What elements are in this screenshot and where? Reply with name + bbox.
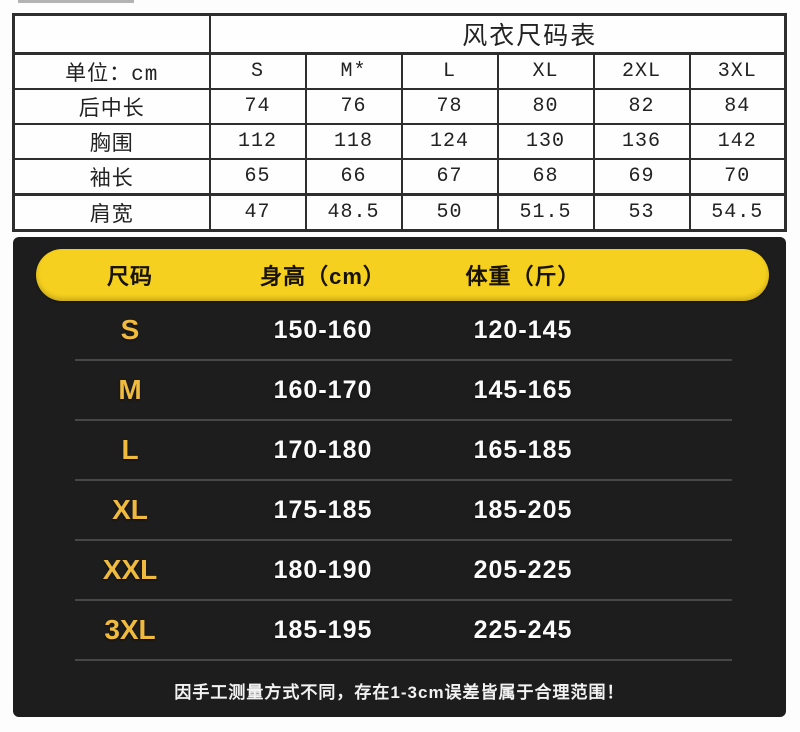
measurement-row: 肩宽 47 48.5 50 51.5 53 54.5 bbox=[12, 193, 787, 232]
height-range: 170-180 bbox=[273, 435, 373, 464]
measurement-value: 82 bbox=[592, 88, 691, 125]
size-column-header: S bbox=[208, 52, 307, 90]
table-title: 风衣尺码表 bbox=[208, 13, 787, 55]
height-range: 175-185 bbox=[273, 495, 373, 524]
header-size-label: 尺码 bbox=[106, 264, 153, 289]
size-column-header: 3XL bbox=[688, 52, 787, 90]
size-row-3xl: 3XL 185-195 225-245 bbox=[13, 601, 786, 659]
measurement-label: 肩宽 bbox=[12, 193, 211, 232]
measurement-value: 76 bbox=[304, 88, 403, 125]
weight-range: 205-225 bbox=[473, 555, 573, 584]
measurement-note: 因手工测量方式不同，存在1-3cm误差皆属于合理范围！ bbox=[174, 682, 625, 702]
size-rows: S 150-160 120-145 M 160-170 145-165 L 170-180 16… bbox=[13, 301, 786, 661]
measurement-value: 47 bbox=[208, 193, 307, 232]
header-height-label: 身高（cm） bbox=[260, 264, 386, 289]
weight-range: 185-205 bbox=[473, 495, 573, 524]
measurement-value: 124 bbox=[400, 123, 499, 160]
height-weight-panel: 尺码 身高（cm） 体重（斤） S 150-160 120-145 M 160-170 1… bbox=[13, 237, 786, 717]
size-row-m: M 160-170 145-165 bbox=[13, 361, 786, 419]
panel-header-row: 尺码 身高（cm） 体重（斤） bbox=[13, 249, 786, 301]
size-column-header: L bbox=[400, 52, 499, 90]
size-label: L bbox=[121, 434, 139, 465]
size-label: M bbox=[118, 374, 142, 405]
row-separator bbox=[75, 659, 732, 661]
size-row-l: L 170-180 165-185 bbox=[13, 421, 786, 479]
measurement-value: 70 bbox=[688, 158, 787, 196]
height-range: 150-160 bbox=[273, 315, 373, 344]
size-header-row: 单位：cm S M* L XL 2XL 3XL bbox=[12, 52, 787, 90]
measurement-value: 78 bbox=[400, 88, 499, 125]
measurement-label: 后中长 bbox=[12, 88, 211, 125]
measurement-value: 68 bbox=[496, 158, 595, 196]
measurement-label: 袖长 bbox=[12, 158, 211, 196]
weight-range: 225-245 bbox=[473, 615, 573, 644]
measurement-row: 胸围 112 118 124 130 136 142 bbox=[12, 123, 787, 160]
measurement-value: 66 bbox=[304, 158, 403, 196]
height-range: 160-170 bbox=[273, 375, 373, 404]
weight-range: 120-145 bbox=[473, 315, 573, 344]
measurement-value: 80 bbox=[496, 88, 595, 125]
size-column-header: XL bbox=[496, 52, 595, 90]
weight-range: 145-165 bbox=[473, 375, 573, 404]
measurement-value: 67 bbox=[400, 158, 499, 196]
height-range: 180-190 bbox=[273, 555, 373, 584]
measurement-value: 69 bbox=[592, 158, 691, 196]
measurement-value: 130 bbox=[496, 123, 595, 160]
coat-size-table: 风衣尺码表 单位：cm S M* L XL 2XL 3XL 后中长 74 76 78 80 82 84… bbox=[12, 13, 787, 232]
row-separator bbox=[75, 599, 732, 601]
size-row-s: S 150-160 120-145 bbox=[13, 301, 786, 359]
measurement-value: 74 bbox=[208, 88, 307, 125]
unit-label: 单位：cm bbox=[12, 52, 211, 90]
size-label: XXL bbox=[102, 554, 158, 585]
size-row-xxl: XXL 180-190 205-225 bbox=[13, 541, 786, 599]
measurement-value: 65 bbox=[208, 158, 307, 196]
table-title-row: 风衣尺码表 bbox=[12, 13, 787, 55]
measurement-value: 84 bbox=[688, 88, 787, 125]
measurement-row: 后中长 74 76 78 80 82 84 bbox=[12, 88, 787, 125]
measurement-row: 袖长 65 66 67 68 69 70 bbox=[12, 158, 787, 196]
crop-artifact-line bbox=[18, 0, 134, 3]
row-separator bbox=[75, 539, 732, 541]
size-label: XL bbox=[112, 494, 148, 525]
row-separator bbox=[75, 359, 732, 361]
size-column-header: 2XL bbox=[592, 52, 691, 90]
blank-corner-cell bbox=[12, 13, 211, 55]
row-separator bbox=[75, 479, 732, 481]
weight-range: 165-185 bbox=[473, 435, 573, 464]
measurement-value: 54.5 bbox=[688, 193, 787, 232]
measurement-value: 51.5 bbox=[496, 193, 595, 232]
measurement-value: 48.5 bbox=[304, 193, 403, 232]
measurement-value: 53 bbox=[592, 193, 691, 232]
measurement-value: 142 bbox=[688, 123, 787, 160]
size-column-header: M* bbox=[304, 52, 403, 90]
measurement-value: 118 bbox=[304, 123, 403, 160]
measurement-value: 50 bbox=[400, 193, 499, 232]
header-pill bbox=[36, 249, 769, 301]
measurement-value: 112 bbox=[208, 123, 307, 160]
size-label: 3XL bbox=[104, 614, 156, 645]
height-range: 185-195 bbox=[273, 615, 373, 644]
size-label: S bbox=[120, 314, 140, 345]
header-weight-label: 体重（斤） bbox=[465, 264, 581, 289]
measurement-value: 136 bbox=[592, 123, 691, 160]
size-row-xl: XL 175-185 185-205 bbox=[13, 481, 786, 539]
measurement-label: 胸围 bbox=[12, 123, 211, 160]
row-separator bbox=[75, 419, 732, 421]
